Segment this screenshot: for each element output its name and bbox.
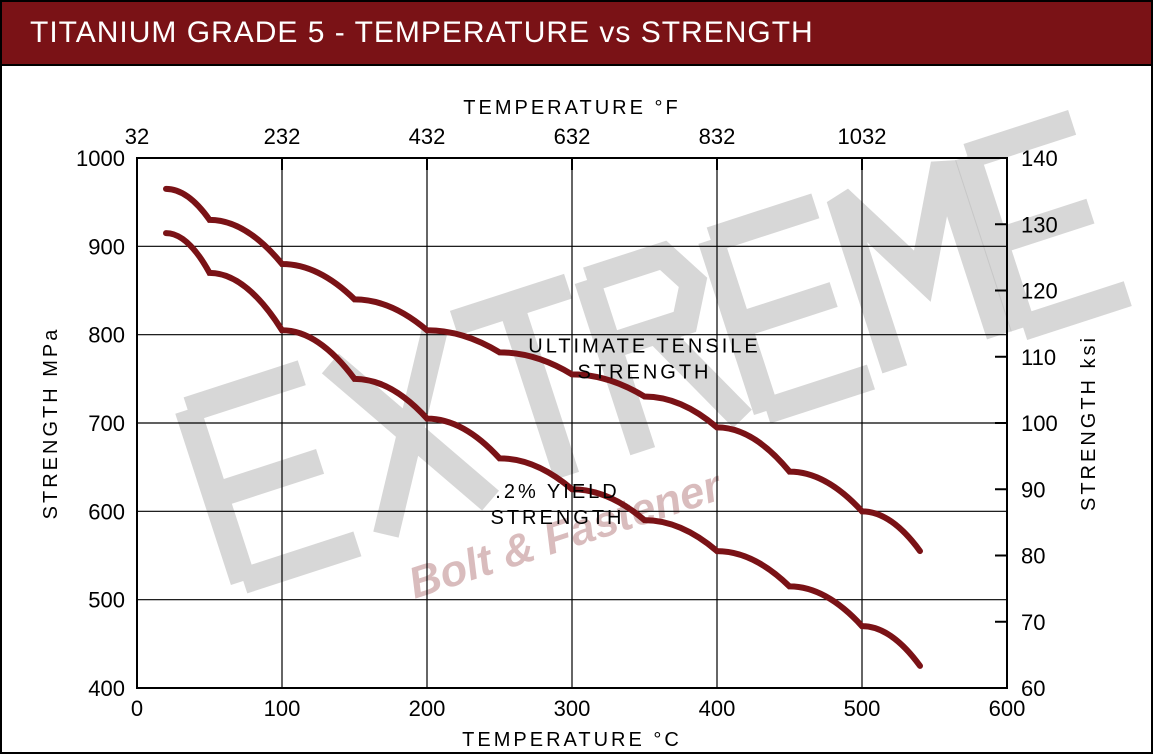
tick-label: 100 bbox=[264, 696, 301, 721]
tick-label: 900 bbox=[88, 234, 125, 259]
tick-label: 200 bbox=[409, 696, 446, 721]
title-bar: TITANIUM GRADE 5 - TEMPERATURE vs STRENG… bbox=[2, 2, 1151, 66]
tick-label: 140 bbox=[1021, 146, 1058, 171]
tick-label: 432 bbox=[409, 124, 446, 149]
tick-label: 300 bbox=[554, 696, 591, 721]
tick-label: 600 bbox=[989, 696, 1026, 721]
svg-text:ULTIMATE TENSILE: ULTIMATE TENSILE bbox=[528, 335, 760, 357]
tick-label: 600 bbox=[88, 499, 125, 524]
svg-text:STRENGTH: STRENGTH bbox=[491, 507, 625, 529]
chart-svg: Bolt & Fastener322324326328321032TEMPERA… bbox=[2, 68, 1151, 754]
tick-label: 700 bbox=[88, 411, 125, 436]
tick-label: 500 bbox=[844, 696, 881, 721]
tick-label: 1032 bbox=[838, 124, 887, 149]
chart-area: Bolt & Fastener322324326328321032TEMPERA… bbox=[2, 68, 1151, 752]
tick-label: 80 bbox=[1021, 544, 1045, 569]
axis-label-left: STRENGTH MPa bbox=[40, 327, 62, 520]
axis-left: 400 500 600 700 800 900 1000 STRENGTH MPa bbox=[40, 146, 125, 701]
tick-label: 60 bbox=[1021, 676, 1045, 701]
tick-label: 400 bbox=[699, 696, 736, 721]
tick-label: 90 bbox=[1021, 477, 1045, 502]
figure-title: TITANIUM GRADE 5 - TEMPERATURE vs STRENG… bbox=[30, 16, 814, 50]
axis-label-right: STRENGTH ksi bbox=[1078, 335, 1100, 511]
tick-label: 800 bbox=[88, 323, 125, 348]
tick-label: 70 bbox=[1021, 610, 1045, 635]
axis-label-bottom: TEMPERATURE °C bbox=[462, 729, 682, 751]
svg-text:STRENGTH: STRENGTH bbox=[578, 361, 712, 383]
tick-label: 0 bbox=[131, 696, 143, 721]
tick-label: 832 bbox=[699, 124, 736, 149]
tick-label: 32 bbox=[125, 124, 149, 149]
tick-label: 232 bbox=[264, 124, 301, 149]
tick-label: 130 bbox=[1021, 212, 1058, 237]
tick-label: 110 bbox=[1021, 345, 1056, 370]
tick-label: 632 bbox=[554, 124, 591, 149]
figure-container: TITANIUM GRADE 5 - TEMPERATURE vs STRENG… bbox=[0, 0, 1153, 754]
svg-text:.2% YIELD: .2% YIELD bbox=[495, 481, 619, 503]
tick-label: 100 bbox=[1021, 411, 1058, 436]
tick-label: 1000 bbox=[76, 146, 125, 171]
tick-label: 120 bbox=[1021, 279, 1058, 304]
tick-label: 500 bbox=[88, 588, 125, 613]
axis-bottom: 0 100 200 300 400 500 600 TEMPERATURE °C bbox=[131, 696, 1025, 751]
axis-top: 32 232 432 632 832 1032 TEMPERATURE °F bbox=[125, 97, 887, 170]
axis-label-top: TEMPERATURE °F bbox=[463, 97, 680, 119]
series-label: ULTIMATE TENSILE STRENGTH bbox=[528, 335, 760, 383]
tick-label: 400 bbox=[88, 676, 125, 701]
